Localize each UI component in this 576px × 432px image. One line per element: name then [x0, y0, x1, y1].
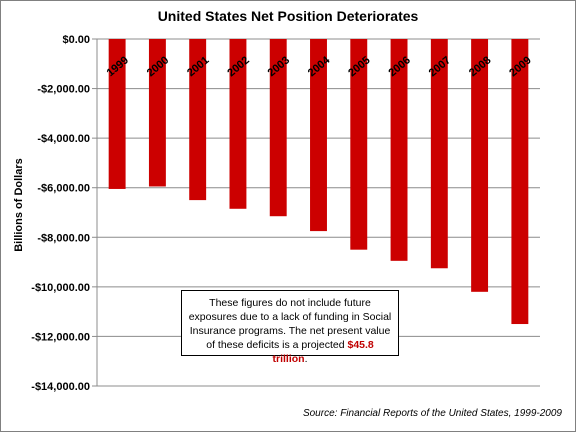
y-tick-label: $0.00 — [62, 34, 90, 46]
y-tick-label: -$14,000.00 — [31, 381, 90, 393]
bar — [350, 39, 368, 250]
bar — [108, 39, 126, 189]
axes — [92, 38, 98, 387]
y-tick-label: -$4,000.00 — [37, 133, 90, 145]
bar — [390, 39, 408, 261]
bar — [310, 39, 327, 232]
y-tick-label: -$2,000.00 — [37, 84, 90, 96]
bars — [108, 39, 529, 325]
y-tick-label: -$12,000.00 — [31, 331, 90, 343]
y-tick-label: -$6,000.00 — [37, 183, 90, 195]
annotation-highlight: $45.8 trillion — [272, 339, 374, 365]
bar — [148, 39, 166, 187]
bar — [269, 39, 287, 217]
bar — [229, 39, 247, 209]
y-tick-label: -$8,000.00 — [37, 232, 90, 244]
bar — [471, 39, 489, 292]
source-note: Source: Financial Reports of the United … — [302, 408, 562, 419]
chart-title: United States Net Position Deteriorates — [157, 8, 419, 24]
bar — [189, 39, 207, 201]
annotation-box: These figures do not include future expo… — [181, 290, 399, 365]
bar — [511, 39, 529, 325]
annotation-text: These figures do not include future expo… — [188, 297, 392, 351]
y-tick-label: -$10,000.00 — [31, 282, 90, 294]
annotation-suffix: . — [304, 353, 308, 365]
bar — [430, 39, 448, 269]
